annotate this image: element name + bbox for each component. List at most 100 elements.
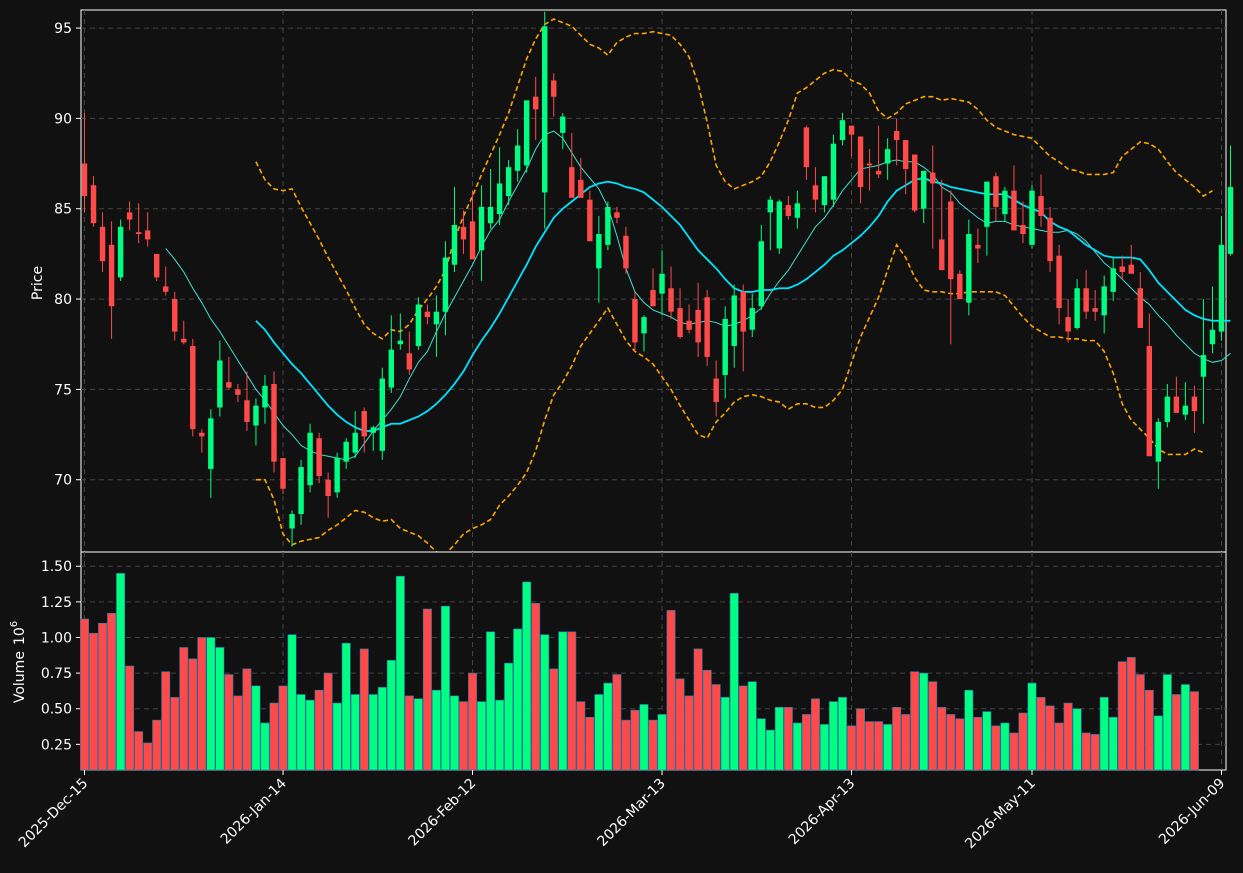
candle (199, 429, 205, 453)
candle-body (406, 353, 413, 370)
candle-body (469, 221, 476, 260)
candle-body (1029, 190, 1035, 245)
candle (388, 315, 395, 394)
candle-body (740, 291, 746, 332)
volume-bar (233, 695, 243, 771)
volume-y-tick-label: 1.00 (41, 630, 72, 646)
candle-body (1038, 196, 1044, 216)
candle (153, 253, 160, 281)
candle-body (90, 185, 97, 224)
volume-bar (206, 637, 216, 771)
volume-bar (296, 694, 306, 771)
x-tick-label: 2026-Jun-09 (1156, 776, 1228, 848)
candle-body (379, 378, 385, 451)
volume-bar (558, 631, 568, 771)
candle (1002, 187, 1008, 222)
candle (469, 190, 476, 260)
volume-bar (359, 648, 369, 771)
candle-body (830, 143, 837, 200)
volume-bar (386, 659, 396, 771)
volume-bar (657, 714, 667, 771)
candle-body (848, 125, 855, 135)
volume-bar (801, 714, 811, 771)
volume-y-tick-label: 0.50 (41, 702, 72, 718)
candle-body (984, 181, 990, 227)
candle (1128, 244, 1134, 274)
candle-body (1128, 264, 1134, 274)
candle-body (460, 226, 467, 240)
candle (948, 190, 954, 345)
x-tick-label: 2026-Apr-13 (786, 776, 859, 849)
candle-body (993, 176, 999, 207)
price-y-tick-label: 80 (54, 292, 72, 308)
candle (379, 367, 385, 460)
volume-bar (666, 610, 676, 771)
candle (857, 136, 864, 204)
candle-body (821, 176, 828, 206)
x-axis-ticks: 2025-Dec-15 2026-Jan-14 2026-Feb-12 2026-Ma… (16, 770, 1228, 852)
volume-bar (928, 681, 938, 771)
candle (460, 210, 467, 254)
candle-body (1119, 266, 1125, 272)
volume-bar (964, 689, 974, 771)
candle (1074, 279, 1080, 330)
bollinger-bands (255, 18, 1213, 555)
candle-body (523, 100, 530, 166)
candle-body (1137, 288, 1143, 328)
candle (884, 138, 891, 180)
candle-body (1002, 190, 1008, 215)
candle-body (794, 203, 801, 218)
candle (1137, 271, 1143, 328)
candle (1146, 313, 1153, 457)
candle-body (704, 297, 710, 357)
volume-bar (1153, 715, 1163, 771)
candle (1092, 290, 1098, 321)
candle-body (1200, 355, 1207, 377)
candle (361, 407, 367, 453)
volume-bar (152, 719, 162, 771)
candle-body (388, 349, 395, 388)
volume-bar (892, 707, 902, 771)
candle-body (902, 140, 909, 169)
volume-bar (305, 699, 315, 771)
candle-body (1227, 187, 1234, 254)
candle-body (1155, 421, 1162, 462)
candle (785, 196, 792, 220)
volume-bar (1117, 661, 1127, 771)
volume-bar (919, 672, 929, 771)
candle (1191, 385, 1198, 433)
candle-body (217, 360, 223, 408)
candle (542, 11, 548, 229)
candle (641, 315, 647, 352)
volume-label-exponent-base: 10 (12, 627, 28, 645)
volume-bar (1108, 716, 1118, 771)
volume-bar (531, 602, 541, 771)
candle-body (163, 286, 169, 292)
candle (993, 172, 999, 222)
candle (316, 432, 322, 484)
candle (623, 226, 629, 274)
candle (875, 125, 882, 179)
candle-body (713, 378, 719, 403)
candle-body (677, 308, 683, 338)
volume-bar (170, 697, 180, 771)
candle (523, 100, 530, 173)
volume-bar (774, 707, 784, 771)
volume-y-tick-label: 1.25 (41, 595, 72, 611)
candle-body (81, 163, 88, 197)
candle-body (569, 167, 575, 198)
candle-body (361, 411, 367, 437)
price-y-tick-label: 90 (54, 111, 72, 127)
candle (190, 338, 196, 437)
volume-bar (224, 674, 234, 771)
candle-body (975, 244, 981, 249)
candle (939, 179, 945, 271)
candle (208, 409, 214, 498)
volume-bar (197, 637, 207, 771)
volume-bar (1099, 697, 1109, 771)
volume-bars (80, 573, 1199, 771)
candle-body (948, 201, 954, 280)
candle (551, 73, 557, 117)
volume-bar (251, 685, 261, 771)
candle-body (334, 458, 340, 493)
